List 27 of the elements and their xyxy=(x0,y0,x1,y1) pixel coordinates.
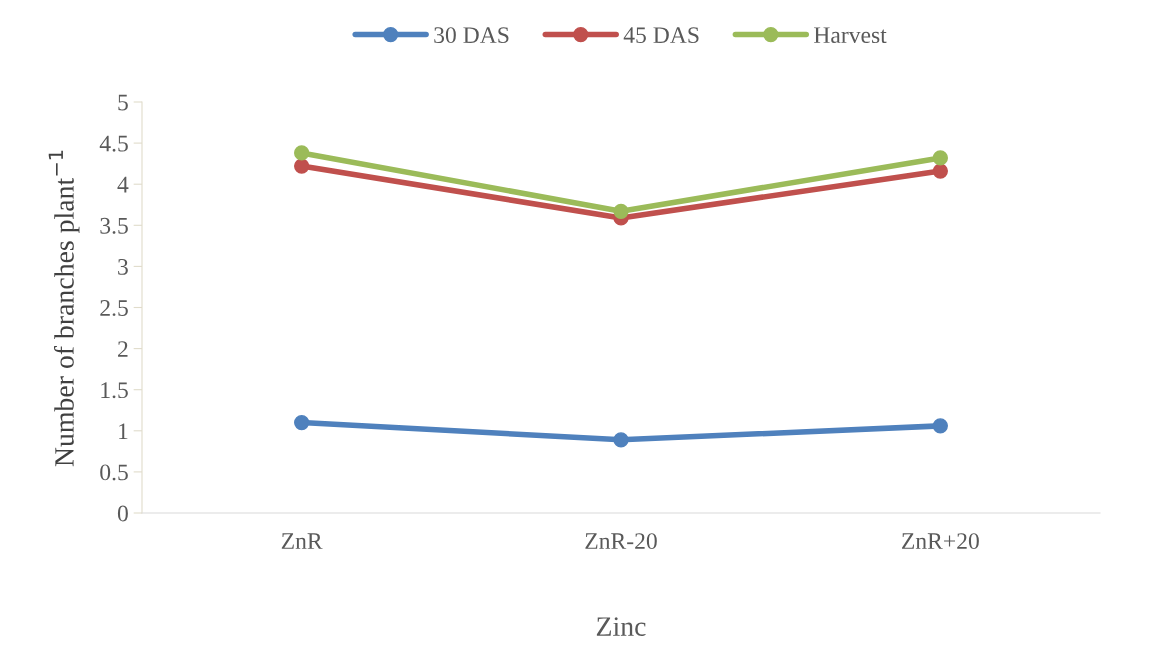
x-tick-label: ZnR xyxy=(281,533,323,549)
y-tick-label: 0 xyxy=(117,505,128,522)
y-tick-label: 0.5 xyxy=(100,464,128,481)
x-tick-label: ZnR+20 xyxy=(902,533,979,550)
point xyxy=(613,432,629,448)
legend-label: 30 DAS xyxy=(434,27,509,44)
y-tick-label: 3 xyxy=(118,258,128,275)
point xyxy=(932,418,948,434)
x-tick-label: ZnR-20 xyxy=(585,533,657,550)
point xyxy=(294,145,310,161)
y-tick-label: 4 xyxy=(117,176,129,193)
point xyxy=(932,163,948,179)
point xyxy=(294,158,310,174)
y-tick-label: 3.5 xyxy=(100,217,128,234)
y-tick-label: 2.5 xyxy=(100,300,128,317)
y-tick-label: 2 xyxy=(118,341,128,357)
point xyxy=(613,203,629,219)
y-tick-label: 4.5 xyxy=(99,135,128,152)
legend-label: 45 DAS xyxy=(623,27,699,44)
legend-label: Harvest xyxy=(814,27,887,44)
x-axis-title: Zinc xyxy=(596,617,646,636)
y-axis-title: Number of branches plant$^{−1}$ xyxy=(48,150,80,467)
point xyxy=(294,414,310,431)
y-tick-label: 5 xyxy=(118,94,128,111)
y-tick-label: 1 xyxy=(119,423,128,439)
point xyxy=(932,150,948,166)
y-tick-label: 1.5 xyxy=(101,382,128,399)
